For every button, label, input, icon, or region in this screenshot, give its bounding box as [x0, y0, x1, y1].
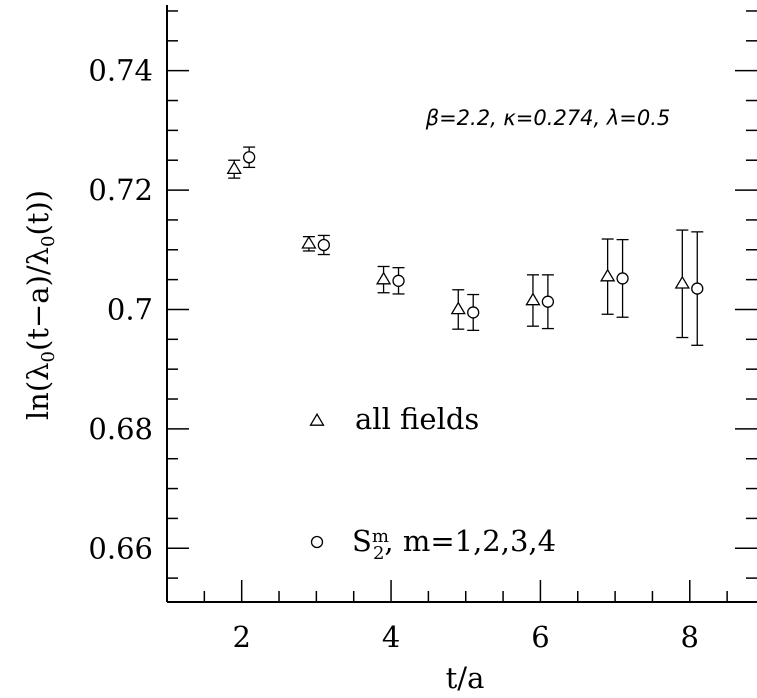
x-tick-label: 8 — [681, 620, 699, 654]
triangle-marker — [375, 271, 392, 285]
y-label-part2: (t−a)/λ — [21, 247, 55, 351]
legend-markers — [309, 412, 325, 549]
y-tick-label: 0.72 — [88, 173, 153, 207]
series-all-fields — [226, 159, 690, 339]
y-axis-label: ln(λ0(t−a)/λ0(t)) — [21, 190, 59, 420]
legend-label-s2m: Sm 2, m=1,2,3,4 — [352, 524, 556, 564]
tick-labels: 0.66 0.68 0.7 0.72 0.74 2 4 6 8 — [88, 54, 699, 654]
triangle-marker — [674, 275, 690, 289]
y-tick-label: 0.66 — [88, 531, 153, 565]
x-tick-label: 4 — [382, 620, 400, 654]
data-points — [226, 146, 704, 346]
x-tick-label: 6 — [531, 620, 549, 654]
triangle-marker — [301, 235, 317, 249]
circle-marker — [317, 238, 330, 252]
circle-marker — [392, 274, 405, 287]
y-label-sub1: 0 — [38, 351, 59, 362]
legend: all fields Sm 2, m=1,2,3,4 — [309, 402, 556, 564]
tick-marks — [167, 10, 757, 602]
y-tick-label: 0.68 — [88, 412, 153, 446]
plot-axes — [166, 5, 757, 603]
triangle-marker — [450, 301, 466, 315]
y-label-part3: (t)) — [21, 190, 55, 236]
y-label-part1: ln(λ — [21, 362, 55, 420]
circle-marker — [243, 151, 256, 164]
legend-s-sub: 2 — [373, 543, 384, 564]
x-tick-label: 2 — [232, 620, 250, 654]
circle-marker — [691, 282, 704, 295]
legend-s-sup: m — [372, 526, 389, 547]
parameter-annotation: β=2.2, κ=0.274, λ=0.5 — [425, 106, 671, 130]
legend-s-rest: , m=1,2,3,4 — [384, 524, 556, 558]
circle-marker — [467, 306, 480, 319]
circle-marker — [541, 295, 555, 308]
legend-circle-marker — [310, 535, 324, 549]
circle-marker — [616, 272, 629, 285]
legend-s-main: S — [352, 524, 372, 558]
y-label-sub2: 0 — [38, 236, 59, 247]
series-s2m — [243, 146, 704, 346]
triangle-marker — [525, 292, 541, 306]
triangle-marker — [599, 268, 616, 282]
legend-label-all-fields: all fields — [355, 402, 479, 436]
x-axis-label: t/a — [446, 661, 485, 695]
y-tick-label: 0.74 — [88, 54, 153, 88]
legend-triangle-marker — [309, 412, 325, 426]
y-tick-label: 0.7 — [107, 292, 153, 326]
triangle-marker — [226, 161, 242, 175]
